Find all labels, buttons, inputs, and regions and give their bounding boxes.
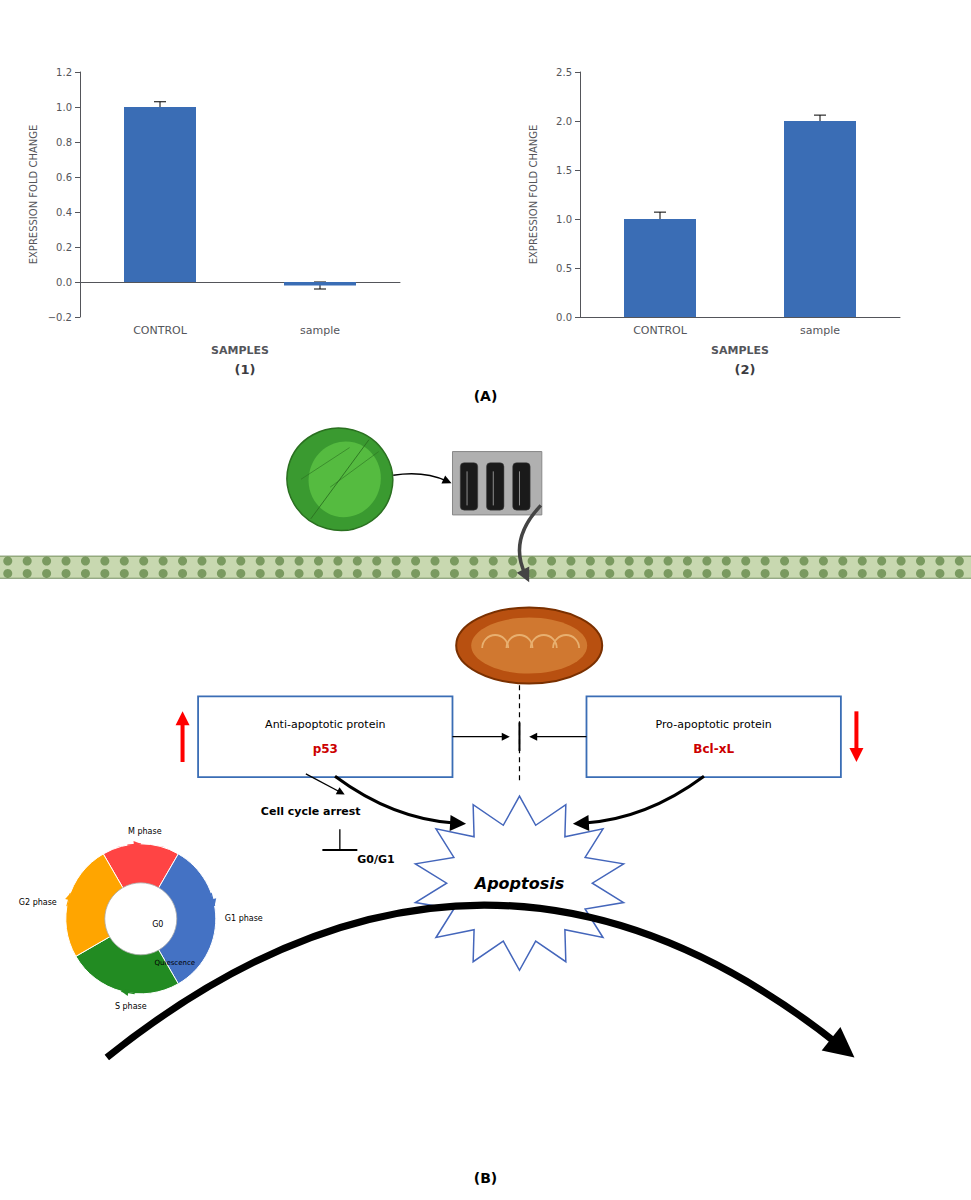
svg-text:Pro-apoptotic protein: Pro-apoptotic protein — [656, 718, 772, 731]
svg-text:G2 phase: G2 phase — [19, 898, 57, 907]
svg-text:Anti-apoptotic protein: Anti-apoptotic protein — [265, 718, 385, 731]
svg-text:0.0: 0.0 — [56, 277, 72, 288]
svg-text:S phase: S phase — [115, 1002, 147, 1011]
svg-text:0.5: 0.5 — [556, 263, 572, 274]
svg-text:Quiescence: Quiescence — [154, 959, 195, 967]
svg-text:0.0: 0.0 — [556, 312, 572, 323]
svg-text:2.5: 2.5 — [556, 67, 572, 78]
svg-text:0.4: 0.4 — [56, 207, 72, 218]
svg-text:1.5: 1.5 — [556, 165, 572, 176]
svg-text:SAMPLES: SAMPLES — [711, 344, 769, 357]
svg-text:1.0: 1.0 — [56, 102, 72, 113]
svg-text:1.0: 1.0 — [556, 214, 572, 225]
svg-text:2.0: 2.0 — [556, 116, 572, 127]
svg-text:sample: sample — [800, 324, 840, 337]
svg-text:CONTROL: CONTROL — [133, 324, 188, 337]
svg-text:EXPRESSION FOLD CHANGE: EXPRESSION FOLD CHANGE — [528, 125, 539, 265]
svg-text:G1 phase: G1 phase — [225, 914, 263, 923]
svg-text:EXPRESSION FOLD CHANGE: EXPRESSION FOLD CHANGE — [28, 125, 39, 265]
svg-text:(A): (A) — [474, 388, 498, 404]
svg-text:sample: sample — [300, 324, 340, 337]
svg-text:0.2: 0.2 — [56, 242, 72, 253]
svg-text:1.2: 1.2 — [56, 67, 72, 78]
svg-text:(2): (2) — [735, 362, 756, 377]
svg-text:SAMPLES: SAMPLES — [211, 344, 269, 357]
svg-text:CONTROL: CONTROL — [633, 324, 688, 337]
svg-text:0.6: 0.6 — [56, 172, 72, 183]
svg-text:Cell cycle arrest: Cell cycle arrest — [261, 805, 361, 818]
svg-text:G0/G1: G0/G1 — [357, 853, 394, 866]
svg-text:p53: p53 — [313, 742, 338, 756]
svg-text:Apoptosis: Apoptosis — [473, 874, 564, 893]
svg-text:M phase: M phase — [128, 827, 162, 836]
svg-text:Bcl-xL: Bcl-xL — [693, 742, 734, 756]
svg-text:(B): (B) — [474, 1170, 497, 1186]
svg-text:G0: G0 — [152, 920, 163, 929]
svg-text:0.8: 0.8 — [56, 137, 72, 148]
svg-text:−0.2: −0.2 — [48, 312, 72, 323]
svg-text:(1): (1) — [235, 362, 256, 377]
